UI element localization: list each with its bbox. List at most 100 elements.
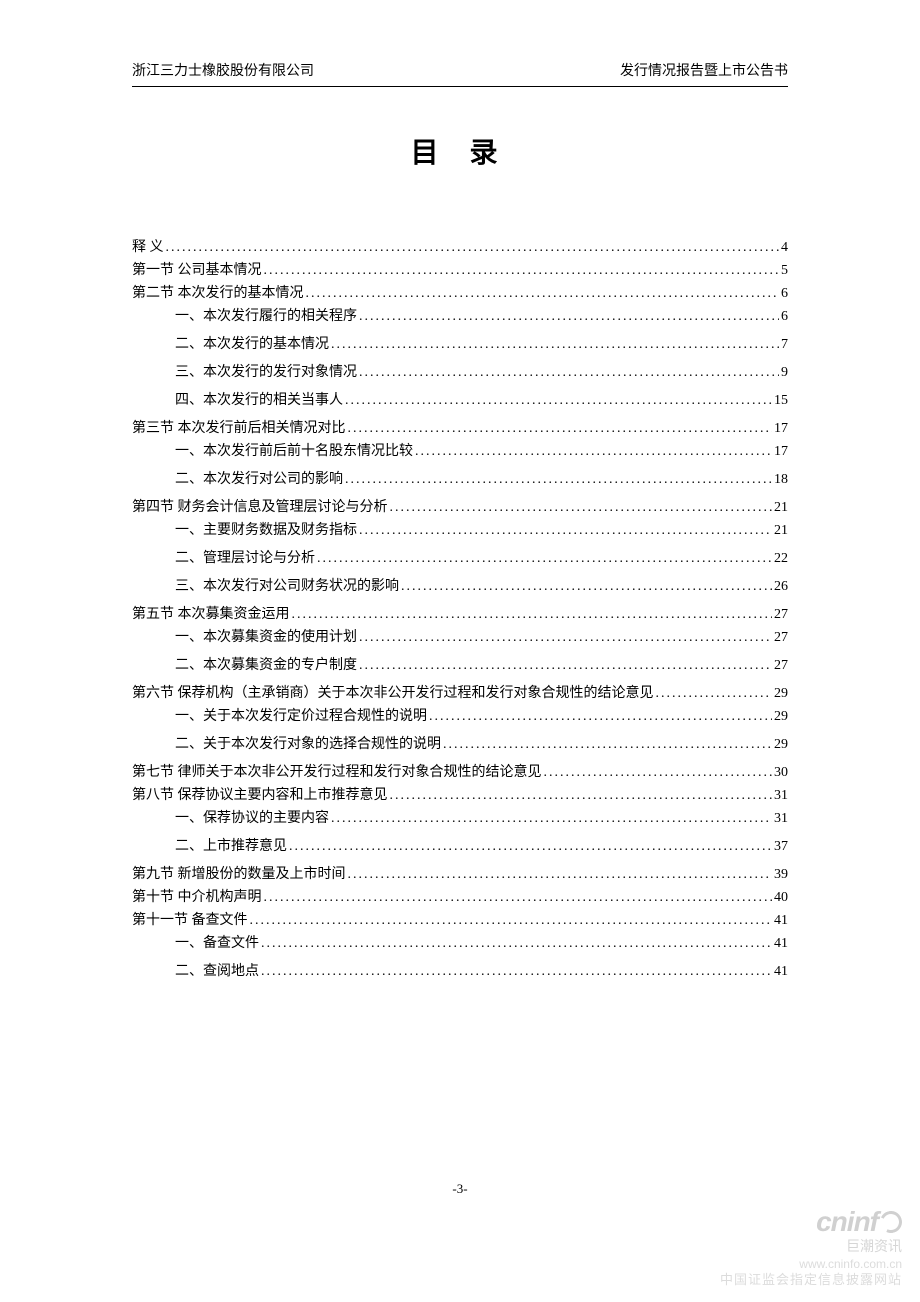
toc-entry-page: 41 <box>774 965 788 979</box>
toc-entry-label: 一、本次发行前后前十名股东情况比较 <box>175 445 413 459</box>
toc-entry-page: 6 <box>781 310 788 324</box>
toc-title: 目 录 <box>132 131 788 171</box>
toc-entry-label: 第四节 财务会计信息及管理层讨论与分析 <box>132 501 388 515</box>
toc-entry: 二、本次发行对公司的影响 18 <box>132 473 788 487</box>
toc-entry-label: 三、本次发行对公司财务状况的影响 <box>175 580 399 594</box>
toc-entry-label: 二、管理层讨论与分析 <box>175 552 315 566</box>
toc-entry-page: 26 <box>774 580 788 594</box>
header-right: 发行情况报告暨上市公告书 <box>620 60 788 80</box>
toc-entry-label: 二、关于本次发行对象的选择合规性的说明 <box>175 738 441 752</box>
toc-entry-label: 第九节 新增股份的数量及上市时间 <box>132 868 346 882</box>
toc-entry: 第七节 律师关于本次非公开发行过程和发行对象合规性的结论意见30 <box>132 766 788 780</box>
toc-entry-page: 6 <box>781 287 788 301</box>
toc-entry-label: 一、关于本次发行定价过程合规性的说明 <box>175 710 427 724</box>
watermark-brand-text: cninf <box>816 1204 878 1239</box>
toc-leader-dots <box>359 310 779 324</box>
toc-entry: 二、上市推荐意见 37 <box>132 840 788 854</box>
toc-entry-page: 27 <box>774 631 788 645</box>
toc-leader-dots <box>544 766 773 780</box>
toc-leader-dots <box>345 473 772 487</box>
toc-entry-label: 第二节 本次发行的基本情况 <box>132 287 304 301</box>
toc-entry-label: 一、主要财务数据及财务指标 <box>175 524 357 538</box>
toc-entry-page: 7 <box>781 338 788 352</box>
toc-entry-label: 释 义 <box>132 241 164 255</box>
toc-entry: 第三节 本次发行前后相关情况对比 17 <box>132 422 788 436</box>
toc-entry: 三、本次发行对公司财务状况的影响 26 <box>132 580 788 594</box>
toc-entry: 第四节 财务会计信息及管理层讨论与分析21 <box>132 501 788 515</box>
toc-entry: 二、管理层讨论与分析 22 <box>132 552 788 566</box>
toc-entry-page: 17 <box>774 422 788 436</box>
toc-entry-page: 17 <box>774 445 788 459</box>
toc-entry-page: 29 <box>774 738 788 752</box>
toc-entry: 第九节 新增股份的数量及上市时间 39 <box>132 868 788 882</box>
toc-leader-dots <box>345 394 772 408</box>
toc-leader-dots <box>429 710 772 724</box>
toc-entry-label: 一、本次发行履行的相关程序 <box>175 310 357 324</box>
toc-entry-label: 一、备查文件 <box>175 937 259 951</box>
toc-entry: 一、保荐协议的主要内容31 <box>132 812 788 826</box>
toc-entry-label: 二、本次募集资金的专户制度 <box>175 659 357 673</box>
toc-entry-page: 5 <box>781 264 788 278</box>
toc-leader-dots <box>415 445 772 459</box>
toc-entry: 一、本次募集资金的使用计划 27 <box>132 631 788 645</box>
toc-entry: 第八节 保荐协议主要内容和上市推荐意见31 <box>132 789 788 803</box>
toc-entry-page: 37 <box>774 840 788 854</box>
toc-entry: 第六节 保荐机构（主承销商）关于本次非公开发行过程和发行对象合规性的结论意见 29 <box>132 687 788 701</box>
page-header: 浙江三力士橡胶股份有限公司 发行情况报告暨上市公告书 <box>132 60 788 87</box>
toc-entry: 第十节 中介机构声明 40 <box>132 891 788 905</box>
toc-leader-dots <box>331 812 772 826</box>
document-page: 浙江三力士橡胶股份有限公司 发行情况报告暨上市公告书 目 录 释 义 4 第一节 公… <box>0 0 920 979</box>
toc-leader-dots <box>317 552 772 566</box>
toc-entry-label: 四、本次发行的相关当事人 <box>175 394 343 408</box>
toc-entry-label: 第十一节 备查文件 <box>132 914 248 928</box>
toc-entry-page: 18 <box>774 473 788 487</box>
toc-entry: 一、本次发行履行的相关程序 6 <box>132 310 788 324</box>
toc-entry-label: 第十节 中介机构声明 <box>132 891 262 905</box>
watermark-url: www.cninfo.com.cn <box>720 1257 902 1272</box>
toc-entry: 第五节 本次募集资金运用 27 <box>132 608 788 622</box>
toc-entry-label: 二、上市推荐意见 <box>175 840 287 854</box>
toc-entry-page: 4 <box>781 241 788 255</box>
toc-entry-label: 第三节 本次发行前后相关情况对比 <box>132 422 346 436</box>
toc-entry-label: 二、本次发行对公司的影响 <box>175 473 343 487</box>
toc-leader-dots <box>261 965 772 979</box>
toc-leader-dots <box>359 659 772 673</box>
toc-entry-page: 9 <box>781 366 788 380</box>
toc-entry-label: 一、本次募集资金的使用计划 <box>175 631 357 645</box>
watermark-brand: cninf <box>816 1204 902 1239</box>
toc-entry: 释 义 4 <box>132 241 788 255</box>
toc-leader-dots <box>264 891 773 905</box>
toc-entry: 一、关于本次发行定价过程合规性的说明 29 <box>132 710 788 724</box>
toc-entry: 一、主要财务数据及财务指标 21 <box>132 524 788 538</box>
toc-entry-page: 39 <box>774 868 788 882</box>
toc-entry: 第一节 公司基本情况 5 <box>132 264 788 278</box>
table-of-contents: 释 义4第一节 公司基本情况5第二节 本次发行的基本情况6一、本次发行履行的相关… <box>132 241 788 979</box>
toc-entry-label: 一、保荐协议的主要内容 <box>175 812 329 826</box>
toc-leader-dots <box>390 789 773 803</box>
toc-entry-page: 27 <box>774 659 788 673</box>
toc-entry: 二、本次发行的基本情况7 <box>132 338 788 352</box>
toc-entry-page: 21 <box>774 524 788 538</box>
toc-leader-dots <box>348 868 773 882</box>
toc-leader-dots <box>443 738 772 752</box>
header-left: 浙江三力士橡胶股份有限公司 <box>132 60 314 80</box>
toc-leader-dots <box>359 524 772 538</box>
toc-entry: 第十一节 备查文件41 <box>132 914 788 928</box>
toc-entry-label: 第六节 保荐机构（主承销商）关于本次非公开发行过程和发行对象合规性的结论意见 <box>132 687 654 701</box>
toc-leader-dots <box>292 608 773 622</box>
toc-leader-dots <box>656 687 773 701</box>
page-number: -3- <box>0 1181 920 1197</box>
toc-entry-page: 29 <box>774 687 788 701</box>
toc-entry-page: 29 <box>774 710 788 724</box>
toc-entry: 四、本次发行的相关当事人15 <box>132 394 788 408</box>
toc-entry: 二、关于本次发行对象的选择合规性的说明 29 <box>132 738 788 752</box>
toc-entry-label: 第五节 本次募集资金运用 <box>132 608 290 622</box>
toc-leader-dots <box>261 937 772 951</box>
toc-entry-page: 27 <box>774 608 788 622</box>
toc-entry-page: 40 <box>774 891 788 905</box>
toc-entry-page: 22 <box>774 552 788 566</box>
toc-entry-label: 第一节 公司基本情况 <box>132 264 262 278</box>
toc-leader-dots <box>331 338 779 352</box>
toc-leader-dots <box>166 241 780 255</box>
toc-entry: 第二节 本次发行的基本情况 6 <box>132 287 788 301</box>
